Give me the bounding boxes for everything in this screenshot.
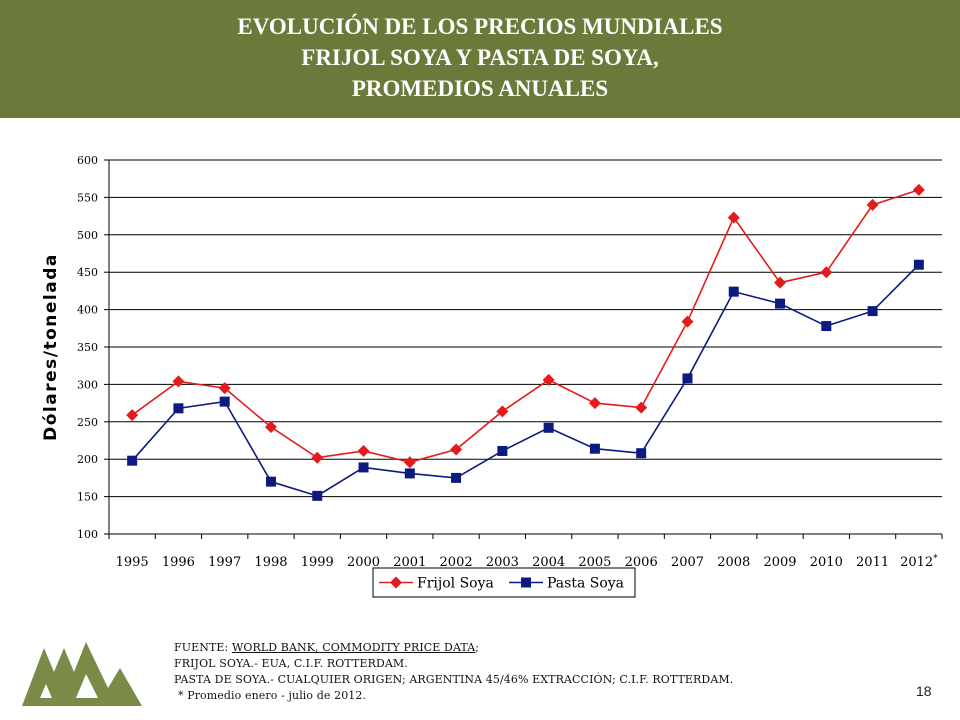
point-0-2002 (450, 443, 463, 456)
xtick-label-2000: 2000 (347, 555, 380, 570)
xtick-label-2007: 2007 (671, 555, 704, 570)
point-1-2003 (497, 445, 508, 456)
ytick-label-150: 150 (77, 491, 98, 504)
point-1-2009 (775, 298, 786, 309)
ytick-label-100: 100 (77, 528, 98, 541)
point-1-2002 (451, 472, 462, 483)
point-1-2012 (913, 259, 924, 270)
legend-marker-0 (390, 576, 402, 589)
point-0-2005 (588, 397, 601, 410)
point-0-2001 (403, 456, 416, 469)
point-0-1995 (126, 409, 139, 422)
point-0-2008 (727, 211, 740, 224)
ytick-label-200: 200 (77, 453, 98, 466)
xtick-label-2008: 2008 (717, 555, 750, 570)
point-0-1999 (311, 451, 324, 464)
point-1-2001 (404, 468, 415, 479)
source-line-4: * Promedio enero - julio de 2012. (178, 689, 367, 702)
series-line-0 (131, 189, 920, 464)
point-1-1998 (265, 476, 276, 487)
xtick-label-2003: 2003 (486, 555, 519, 570)
point-0-2000 (357, 444, 370, 457)
ytick-label-300: 300 (77, 378, 98, 391)
point-1-2005 (589, 443, 600, 454)
point-1-2006 (636, 448, 647, 459)
point-0-2009 (774, 276, 787, 289)
xtick-label-2001: 2001 (393, 555, 426, 570)
ytick-label-450: 450 (77, 266, 98, 279)
xtick-label-2011: 2011 (856, 555, 889, 570)
xtick-label-1999: 1999 (301, 555, 334, 570)
point-1-2004 (543, 422, 554, 433)
source-line-2: FRIJOL SOYA.- EUA, C.I.F. ROTTERDAM. (174, 657, 408, 670)
point-1-1995 (127, 455, 138, 466)
xtick-label-2012: 2012* (900, 554, 938, 570)
point-0-2007 (681, 315, 694, 328)
legend-label-0: Frijol Soya (417, 576, 494, 592)
logo-icon (22, 642, 142, 706)
point-0-2010 (820, 266, 833, 279)
xtick-label-2004: 2004 (532, 555, 565, 570)
point-1-2007 (682, 373, 693, 384)
point-0-2006 (635, 401, 648, 414)
xtick-label-1995: 1995 (116, 555, 149, 570)
ytick-label-400: 400 (77, 304, 98, 317)
title-banner: EVOLUCIÓN DE LOS PRECIOS MUNDIALES FRIJO… (0, 0, 960, 118)
xtick-label-1996: 1996 (162, 555, 195, 570)
point-0-1997 (218, 382, 231, 395)
point-1-2008 (728, 286, 739, 297)
point-0-2003 (496, 405, 509, 418)
ytick-label-550: 550 (77, 191, 98, 204)
ytick-label-500: 500 (77, 229, 98, 242)
point-1-1996 (173, 403, 184, 414)
xtick-label-2006: 2006 (625, 555, 658, 570)
source-link[interactable]: WORLD BANK, COMMODITY PRICE DATA (231, 641, 476, 654)
xtick-label-2010: 2010 (810, 555, 843, 570)
source-line-1: FUENTE: WORLD BANK, COMMODITY PRICE DATA… (174, 641, 480, 654)
ytick-label-350: 350 (77, 341, 98, 354)
point-0-1998 (264, 421, 277, 434)
title-line-1: EVOLUCIÓN DE LOS PRECIOS MUNDIALES (237, 14, 723, 39)
xtick-label-1997: 1997 (208, 555, 241, 570)
xtick-label-2005: 2005 (578, 555, 611, 570)
point-1-1997 (219, 396, 230, 407)
legend-label-1: Pasta Soya (547, 576, 624, 592)
title-line-3: PROMEDIOS ANUALES (351, 76, 609, 101)
point-0-2004 (542, 373, 555, 386)
ytick-label-250: 250 (77, 416, 98, 429)
page-number: 18 (916, 683, 932, 699)
series-line-1 (131, 264, 920, 497)
xtick-label-2009: 2009 (763, 555, 796, 570)
point-1-2010 (821, 321, 832, 332)
point-0-1996 (172, 375, 185, 388)
point-1-1999 (312, 490, 323, 501)
price-chart: 100 150 200 250 300 350 400 450 500 550 600 1995 199… (41, 154, 943, 598)
xtick-label-1998: 1998 (254, 555, 287, 570)
point-0-2012 (912, 183, 925, 196)
source-notes: FUENTE: WORLD BANK, COMMODITY PRICE DATA… (174, 640, 733, 704)
legend-marker-1 (521, 577, 531, 588)
xtick-label-2002: 2002 (440, 555, 473, 570)
legend-box (372, 567, 636, 598)
point-0-2011 (866, 198, 879, 211)
y-axis-label: Dólares/tonelada (41, 253, 61, 441)
source-line-3: PASTA DE SOYA.- CUALQUIER ORIGEN; ARGENT… (174, 673, 734, 686)
point-1-2000 (358, 462, 369, 473)
point-1-2011 (867, 306, 878, 317)
title-line-2: FRIJOL SOYA Y PASTA DE SOYA, (301, 45, 659, 70)
ytick-label-600: 600 (77, 154, 98, 167)
